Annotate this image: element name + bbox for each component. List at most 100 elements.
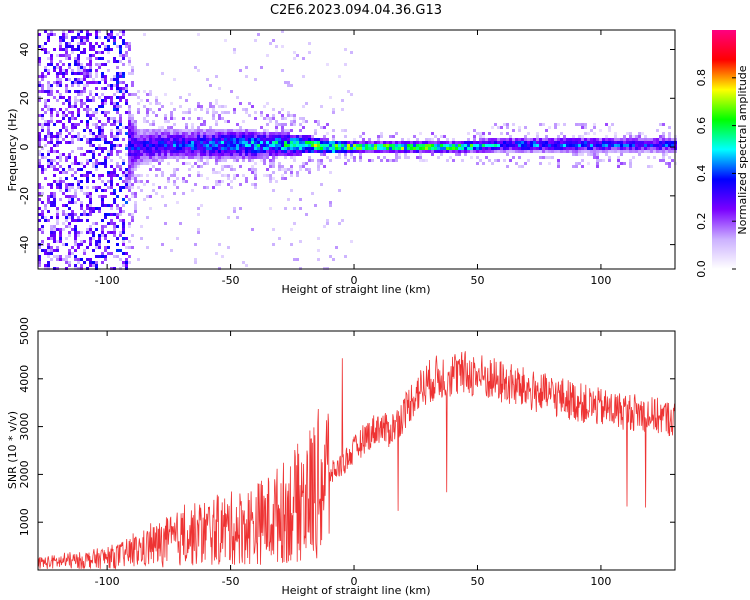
spectrogram-cell — [98, 135, 101, 138]
spectrogram-cell — [482, 144, 485, 147]
spectrogram-cell — [626, 141, 629, 144]
spectrogram-cell — [218, 150, 221, 153]
spectrogram-cell — [101, 180, 104, 183]
spectrogram-cell — [218, 135, 221, 138]
spectrogram-cell — [389, 144, 392, 147]
spectrogram-cell — [224, 174, 227, 177]
spectrogram-cell — [314, 147, 317, 150]
spectrogram-cell — [101, 201, 104, 204]
spectrogram-cell — [128, 48, 131, 51]
spectrogram-cell — [44, 42, 47, 45]
spectrogram-cell — [500, 126, 503, 129]
spectrogram-cell — [254, 186, 257, 189]
spectrogram-cell — [551, 147, 554, 150]
spectrogram-cell — [134, 135, 137, 138]
spectrogram-cell — [65, 156, 68, 159]
spectrogram-cell — [101, 57, 104, 60]
spectrogram-cell — [182, 150, 185, 153]
spectrogram-cell — [83, 249, 86, 252]
colorbar-tick-label: 0.8 — [695, 69, 708, 87]
spectrogram-cell — [95, 189, 98, 192]
spectrogram-cell — [272, 117, 275, 120]
spectrogram-cell — [581, 165, 584, 168]
spectrogram-cell — [122, 81, 125, 84]
spectrogram-cell — [56, 216, 59, 219]
spectrogram-cell — [125, 45, 128, 48]
spectrogram-cell — [164, 132, 167, 135]
spectrogram-cell — [116, 72, 119, 75]
spectrogram-cell — [62, 204, 65, 207]
spectrogram-cell — [134, 204, 137, 207]
spectrogram-cell — [626, 138, 629, 141]
spectrogram-cell — [119, 114, 122, 117]
spectrogram-cell — [188, 153, 191, 156]
spectrogram-cell — [209, 102, 212, 105]
spectrogram-cell — [74, 264, 77, 267]
spectrogram-cell — [113, 147, 116, 150]
spectrogram-cell — [107, 111, 110, 114]
spectrogram-cell — [308, 138, 311, 141]
spectrogram-cell — [95, 159, 98, 162]
spectrogram-cell — [350, 141, 353, 144]
spectrogram-cell — [410, 141, 413, 144]
spectrogram-cell — [614, 135, 617, 138]
spectrogram-cell — [110, 141, 113, 144]
spectrogram-cell — [125, 147, 128, 150]
spectrogram-cell — [134, 150, 137, 153]
spectrogram-cell — [113, 75, 116, 78]
spectrogram-cell — [245, 264, 248, 267]
spectrogram-cell — [314, 129, 317, 132]
spectrogram-cell — [128, 135, 131, 138]
spectrogram-cell — [554, 138, 557, 141]
spectrogram-cell — [617, 162, 620, 165]
spectrogram-cell — [110, 171, 113, 174]
spectrogram-cell — [569, 138, 572, 141]
spectrogram-cell — [77, 132, 80, 135]
spectrogram-cell — [38, 213, 41, 216]
spectrogram-cell — [71, 84, 74, 87]
spectrogram-cell — [254, 153, 257, 156]
spectrogram-cell — [101, 252, 104, 255]
spectrogram-cell — [53, 198, 56, 201]
spectrogram-cell — [101, 231, 104, 234]
spectrogram-cell — [269, 165, 272, 168]
spectrogram-cell — [584, 147, 587, 150]
spectrogram-cell — [65, 90, 68, 93]
spectrogram-cell — [95, 126, 98, 129]
spectrogram-cell — [110, 231, 113, 234]
spectrogram-cell — [575, 162, 578, 165]
spectrogram-cell — [329, 147, 332, 150]
spectrogram-cell — [188, 129, 191, 132]
spectrogram-cell — [38, 60, 41, 63]
spectrogram-cell — [335, 246, 338, 249]
spectrogram-cell — [218, 159, 221, 162]
spectrogram-cell — [146, 180, 149, 183]
spectrogram-cell — [74, 102, 77, 105]
spectrogram-cell — [116, 150, 119, 153]
spectrogram-cell — [413, 141, 416, 144]
spectrogram-cell — [353, 141, 356, 144]
spectrogram-cell — [41, 231, 44, 234]
spectrogram-cell — [83, 66, 86, 69]
spectrogram-cell — [86, 108, 89, 111]
spectrogram-cell — [419, 153, 422, 156]
spectrogram-cell — [377, 135, 380, 138]
spectrogram-cell — [470, 150, 473, 153]
spectrogram-cell — [650, 141, 653, 144]
spectrogram-cell — [377, 138, 380, 141]
spectrogram-cell — [608, 144, 611, 147]
spectrogram-cell — [104, 246, 107, 249]
spectrogram-cell — [59, 96, 62, 99]
spectrogram-cell — [50, 132, 53, 135]
spectrogram-cell — [218, 147, 221, 150]
spectrogram-cell — [50, 150, 53, 153]
spectrogram-cell — [287, 198, 290, 201]
spectrogram-cell — [620, 147, 623, 150]
spectrogram-cell — [521, 165, 524, 168]
spectrogram-cell — [299, 198, 302, 201]
spectrogram-cell — [110, 213, 113, 216]
spectrogram-cell — [47, 36, 50, 39]
spectrogram-cell — [59, 141, 62, 144]
spectrogram-cell — [230, 180, 233, 183]
spectrogram-cell — [155, 156, 158, 159]
